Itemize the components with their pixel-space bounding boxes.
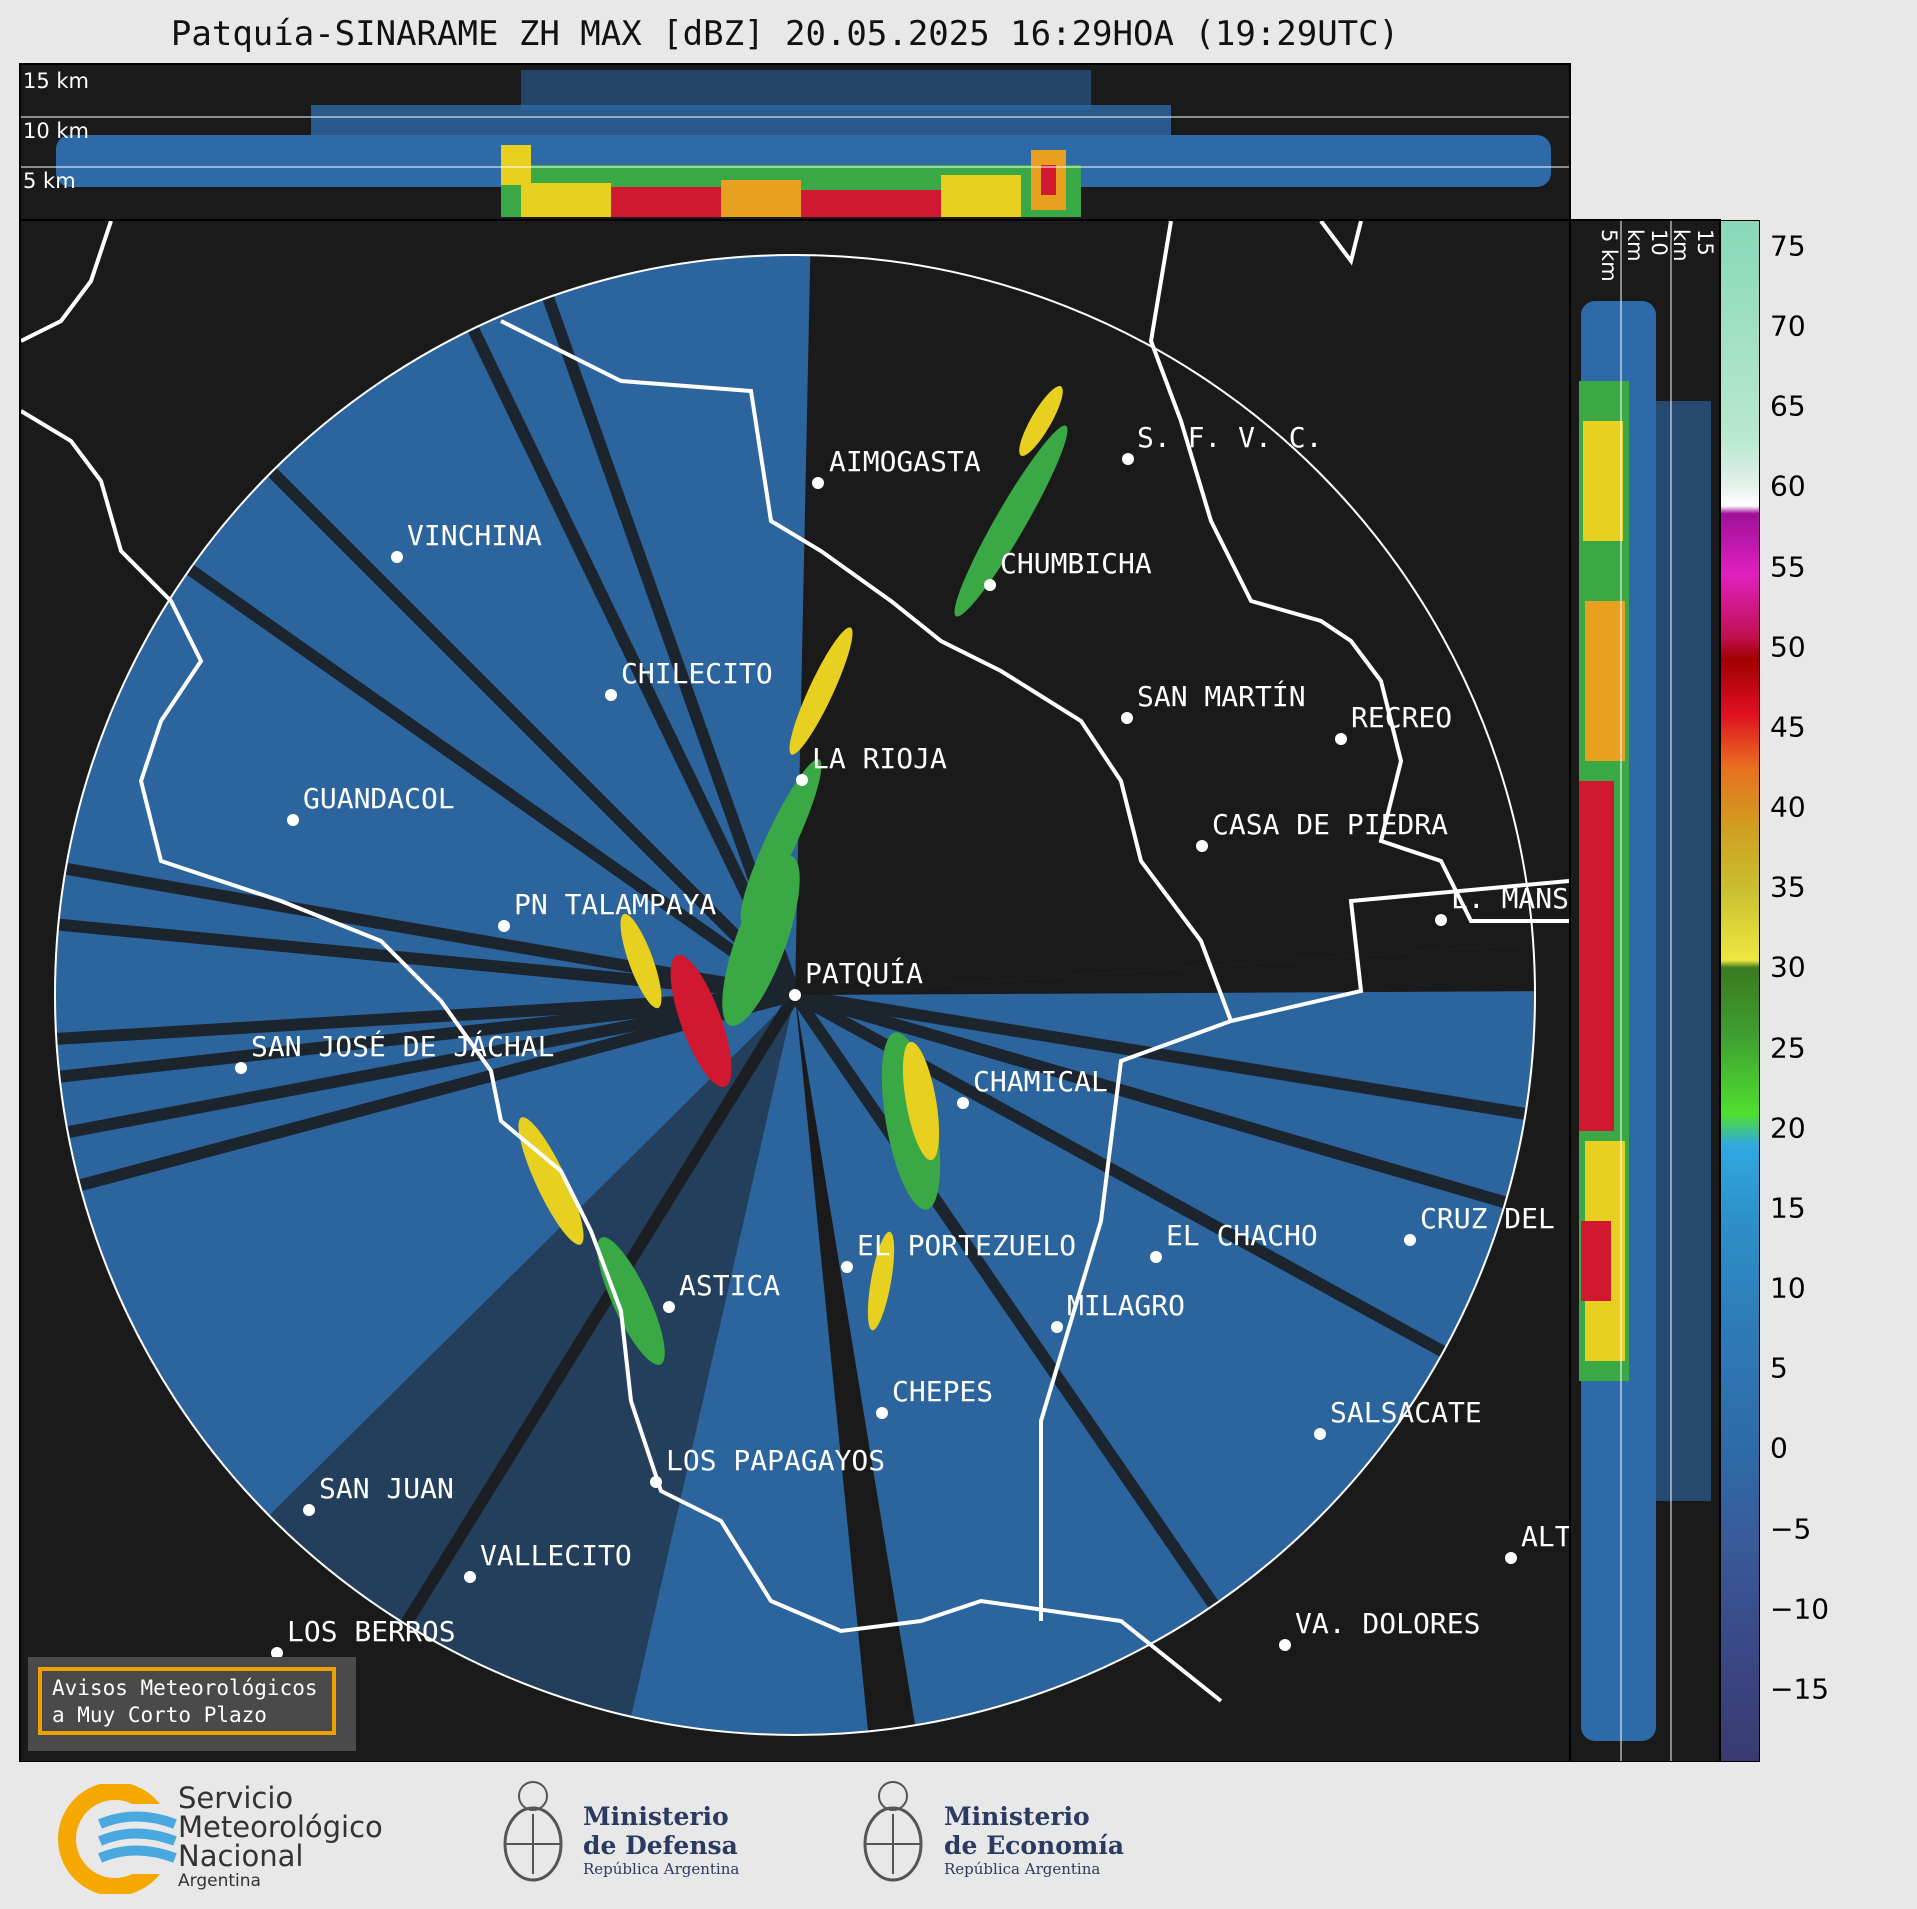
top-altitude-label: 15 km	[23, 69, 90, 93]
side-altitude-label: 10 km	[1623, 229, 1671, 262]
city-label: LOS BERROS	[287, 1615, 456, 1648]
city-label: VA. DOLORES	[1295, 1607, 1480, 1640]
colorbar-tick-label: 60	[1770, 469, 1806, 503]
defensa-logo-text: de Defensa	[583, 1831, 738, 1860]
city-label: CRUZ DEL	[1420, 1202, 1555, 1235]
side-cross-section-graphic	[1571, 221, 1719, 1761]
city-label: VALLECITO	[480, 1539, 632, 1572]
colorbar-tick-label: 35	[1770, 870, 1806, 904]
smn-logo-icon	[58, 1784, 185, 1894]
side-altitude-label: 5 km	[1597, 229, 1621, 282]
city-label: EL PORTEZUELO	[857, 1229, 1076, 1262]
economia-logo-text: de Economía	[944, 1831, 1125, 1860]
city-label: CHUMBICHA	[1000, 547, 1152, 580]
colorbar-tick-label: 45	[1770, 710, 1806, 744]
city-label: RECREO	[1351, 701, 1452, 734]
city-label: VINCHINA	[407, 519, 542, 552]
colorbar-tick-label: 50	[1770, 630, 1806, 664]
top-altitude-label: 5 km	[23, 169, 76, 193]
province-borders	[21, 221, 1569, 1703]
radar-map: AIMOGASTA S. F. V. C. VINCHINA CHUMBICHA…	[19, 219, 1571, 1763]
colorbar-tick-label: 0	[1770, 1431, 1788, 1465]
top-altitude-label: 10 km	[23, 119, 90, 143]
economia-logo-text: República Argentina	[944, 1860, 1101, 1878]
notice-box: Avisos Meteorológicos a Muy Corto Plazo	[28, 1657, 356, 1751]
city-label: ASTICA	[679, 1269, 780, 1302]
colorbar-tick-label: 70	[1770, 309, 1806, 343]
city-label: CHEPES	[892, 1375, 993, 1408]
city-label: SAN JUAN	[319, 1472, 454, 1505]
defensa-logo-text: República Argentina	[583, 1860, 740, 1878]
city-label: GUANDACOL	[303, 782, 455, 815]
colorbar-tick-label: −5	[1770, 1512, 1812, 1546]
footer-logos: Servicio Meteorológico Nacional Argentin…	[0, 1762, 1917, 1909]
city-label: LOS PAPAGAYOS	[666, 1444, 885, 1477]
top-cross-section-graphic	[21, 65, 1569, 219]
colorbar-tick-label: 65	[1770, 389, 1806, 423]
colorbar-tick-label: 75	[1770, 229, 1806, 263]
smn-logo-text: Nacional	[178, 1839, 304, 1873]
colorbar-tick-label: 20	[1770, 1111, 1806, 1145]
colorbar-tick-label: 40	[1770, 790, 1806, 824]
colorbar-tick-label: 25	[1770, 1031, 1806, 1065]
city-label: CASA DE PIEDRA	[1212, 808, 1448, 841]
city-label: L. MANS	[1451, 882, 1569, 915]
colorbar-tick-label: 15	[1770, 1191, 1806, 1225]
city-label: CHAMICAL	[973, 1065, 1108, 1098]
city-label: SAN JOSÉ DE JÁCHAL	[251, 1029, 554, 1063]
coat-of-arms-icon	[503, 1781, 563, 1882]
city-label: MILAGRO	[1067, 1289, 1185, 1322]
smn-logo-text: Argentina	[178, 1871, 261, 1891]
colorbar-tick-label: 30	[1770, 950, 1806, 984]
city-label: PN TALAMPAYA	[514, 888, 716, 921]
defensa-logo-text: Ministerio	[583, 1802, 729, 1831]
colorbar-tick-label: 5	[1770, 1351, 1788, 1385]
smn-logo-text: Servicio	[178, 1781, 294, 1815]
top-cross-section: 15 km 10 km 5 km	[19, 63, 1571, 221]
page-title: Patquía-SINARAME ZH MAX [dBZ] 20.05.2025…	[170, 14, 1400, 54]
city-label: SALSACATE	[1330, 1396, 1482, 1429]
notice-line: Avisos Meteorológicos	[52, 1676, 318, 1700]
colorbar-tick-label: 55	[1770, 550, 1806, 584]
colorbar-tick-label: 10	[1770, 1271, 1806, 1305]
notice-line: a Muy Corto Plazo	[52, 1703, 267, 1727]
colorbar	[1720, 220, 1760, 1762]
city-label: SAN MARTÍN	[1137, 679, 1306, 713]
city-markers: AIMOGASTA S. F. V. C. VINCHINA CHUMBICHA…	[235, 421, 1569, 1659]
side-altitude-label: 15 km	[1669, 229, 1717, 262]
city-label: AIMOGASTA	[829, 445, 981, 478]
smn-logo-text: Meteorológico	[178, 1810, 383, 1844]
city-label: PATQUÍA	[805, 956, 923, 990]
coat-of-arms-icon	[863, 1781, 923, 1882]
city-label: ALT	[1521, 1520, 1569, 1553]
city-label: CHILECITO	[621, 657, 773, 690]
colorbar-tick-label: −10	[1770, 1592, 1830, 1626]
city-label: S. F. V. C.	[1137, 421, 1322, 454]
colorbar-tick-label: −15	[1770, 1672, 1830, 1706]
side-cross-section: 5 km 10 km 15 km	[1569, 219, 1721, 1763]
city-label: EL CHACHO	[1166, 1219, 1318, 1252]
city-label: LA RIOJA	[812, 742, 947, 775]
radar-map-graphic: AIMOGASTA S. F. V. C. VINCHINA CHUMBICHA…	[21, 221, 1569, 1761]
economia-logo-text: Ministerio	[944, 1802, 1090, 1831]
